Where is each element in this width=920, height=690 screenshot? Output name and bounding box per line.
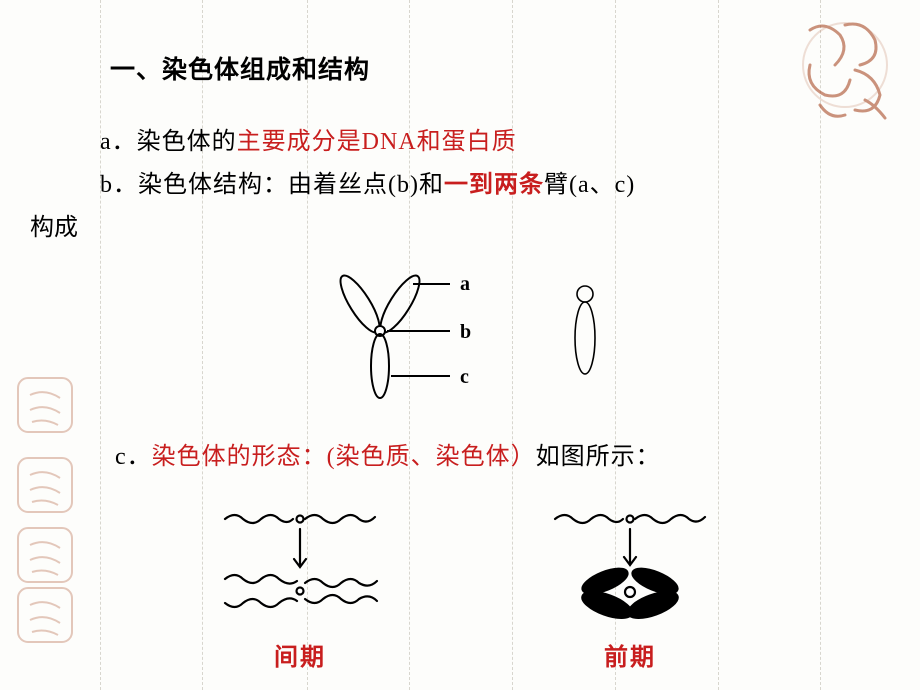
point-c-suffix: 如图所示：: [536, 444, 661, 470]
slide-content: 一、染色体组成和结构 a．染色体的主要成分是DNA和蛋白质 b．染色体结构：由着…: [0, 0, 920, 690]
prophase-svg: [535, 499, 725, 629]
label-b: b: [460, 321, 471, 343]
point-b: b．染色体结构：由着丝点(b)和一到两条臂(a、c): [100, 164, 860, 207]
morphology-diagram-row: 间期: [70, 499, 860, 672]
point-c-highlight: 染色体的形态：(染色质、染色体）: [152, 444, 536, 470]
point-c-prefix: c．: [115, 444, 152, 470]
label-a: a: [460, 273, 470, 295]
interphase-label: 间期: [274, 637, 326, 672]
chromosome-structure-diagram: a b c: [315, 256, 495, 406]
section-title: 一、染色体组成和结构: [110, 50, 860, 86]
point-b-suffix: 臂(a、c): [544, 172, 635, 198]
point-c: c．染色体的形态：(染色质、染色体）如图所示：: [115, 436, 860, 479]
point-a-highlight: 主要成分是DNA和蛋白质: [237, 129, 517, 155]
point-b-prefix: b．染色体结构：由着丝点(b)和: [100, 172, 444, 198]
single-chromosome-diagram: [555, 276, 615, 386]
label-c: c: [460, 366, 469, 388]
point-b-highlight: 一到两条: [444, 172, 544, 198]
interphase-diagram: 间期: [205, 499, 395, 672]
point-a: a．染色体的主要成分是DNA和蛋白质: [100, 121, 860, 164]
point-a-prefix: a．染色体的: [100, 129, 237, 155]
prophase-diagram: 前期: [535, 499, 725, 672]
prophase-label: 前期: [604, 637, 656, 672]
structure-diagram-row: a b c: [70, 256, 860, 406]
point-b-wrap: 构成: [30, 207, 860, 250]
interphase-svg: [205, 499, 395, 629]
